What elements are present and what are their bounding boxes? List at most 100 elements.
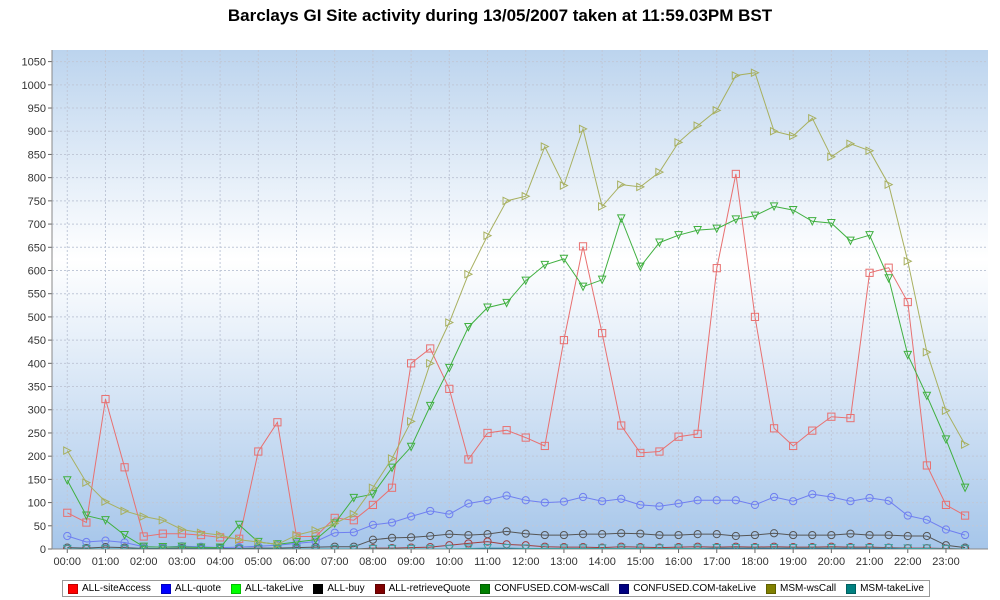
data-point (731, 542, 740, 549)
data-point (578, 124, 588, 134)
data-point (406, 442, 416, 452)
data-point (426, 358, 435, 368)
data-point (808, 426, 817, 435)
x-tick-label: 01:00 (92, 556, 120, 568)
data-point (177, 544, 187, 549)
data-point (311, 535, 321, 545)
data-point (444, 544, 454, 549)
data-point (254, 537, 264, 547)
data-point (693, 530, 702, 539)
data-point (769, 202, 779, 212)
data-point (445, 530, 454, 539)
data-point (368, 483, 378, 493)
data-point (712, 530, 721, 539)
x-tick-label: 22:00 (894, 556, 922, 568)
data-point (426, 543, 435, 549)
y-tick-label: 150 (28, 474, 46, 486)
data-point (960, 530, 970, 540)
data-point (483, 537, 492, 546)
x-tick-label: 00:00 (54, 556, 82, 568)
data-point (101, 497, 111, 507)
legend-label: MSM-wsCall (780, 583, 837, 594)
data-point (655, 543, 664, 549)
data-point (884, 274, 894, 284)
data-point (807, 217, 817, 227)
data-point (789, 543, 798, 549)
legend-swatch (231, 583, 241, 594)
data-point (425, 401, 435, 411)
data-point (349, 516, 358, 525)
data-point (559, 544, 569, 549)
data-point (464, 269, 474, 279)
data-point (292, 539, 301, 548)
data-point (540, 498, 549, 507)
data-point (884, 543, 894, 549)
data-point (559, 254, 569, 264)
series-ALL-quote (63, 490, 970, 549)
data-point (712, 105, 722, 115)
data-point (788, 206, 798, 215)
legend-item: ALL-siteAccess (67, 583, 151, 594)
data-point (884, 530, 893, 540)
data-point (120, 463, 129, 472)
y-tick-label: 900 (28, 126, 46, 138)
data-point (750, 211, 760, 221)
data-point (808, 543, 817, 549)
data-point (81, 544, 91, 549)
data-point (292, 544, 301, 549)
data-point (846, 413, 855, 423)
data-point (846, 543, 855, 549)
data-point (674, 231, 683, 240)
data-point (407, 533, 416, 542)
data-point (387, 518, 397, 527)
data-point (502, 543, 512, 549)
data-point (846, 543, 855, 549)
data-point (807, 543, 817, 549)
data-point (444, 363, 454, 373)
data-point (330, 528, 339, 537)
y-tick-label: 750 (28, 196, 46, 208)
data-point (578, 282, 588, 292)
data-point (903, 256, 913, 266)
legend-label: ALL-siteAccess (81, 583, 151, 594)
data-point (903, 544, 913, 549)
data-point (311, 526, 321, 535)
data-point (215, 544, 225, 549)
x-tick-label: 11:00 (474, 556, 501, 568)
data-point (101, 536, 110, 545)
data-point (483, 303, 492, 313)
data-point (903, 350, 913, 360)
data-point (712, 496, 721, 505)
data-point (464, 323, 473, 332)
data-point (254, 447, 263, 456)
data-point (598, 202, 607, 211)
legend-label: ALL-quote (174, 583, 222, 594)
x-tick-label: 13:00 (550, 556, 578, 568)
data-point (693, 496, 702, 505)
data-point (617, 529, 626, 538)
data-point (63, 446, 72, 456)
data-point (674, 543, 683, 549)
data-point (521, 544, 531, 549)
data-point (483, 496, 492, 505)
data-point (464, 530, 473, 540)
data-point (712, 543, 722, 549)
data-point (941, 500, 951, 510)
data-point (636, 182, 646, 192)
x-tick-label: 14:00 (588, 556, 616, 568)
y-tick-label: 600 (28, 265, 46, 277)
data-point (407, 512, 416, 521)
data-point (827, 492, 836, 502)
data-point (311, 544, 321, 549)
data-point (827, 530, 836, 540)
x-tick-label: 09:00 (397, 556, 425, 568)
data-point (464, 499, 473, 508)
y-tick-label: 1050 (22, 57, 46, 69)
data-point (368, 535, 378, 544)
data-point (177, 525, 187, 534)
plot-area (52, 50, 988, 549)
y-tick-label: 100 (28, 498, 46, 510)
data-point (865, 493, 874, 503)
data-point (215, 543, 225, 549)
data-point (789, 530, 798, 540)
